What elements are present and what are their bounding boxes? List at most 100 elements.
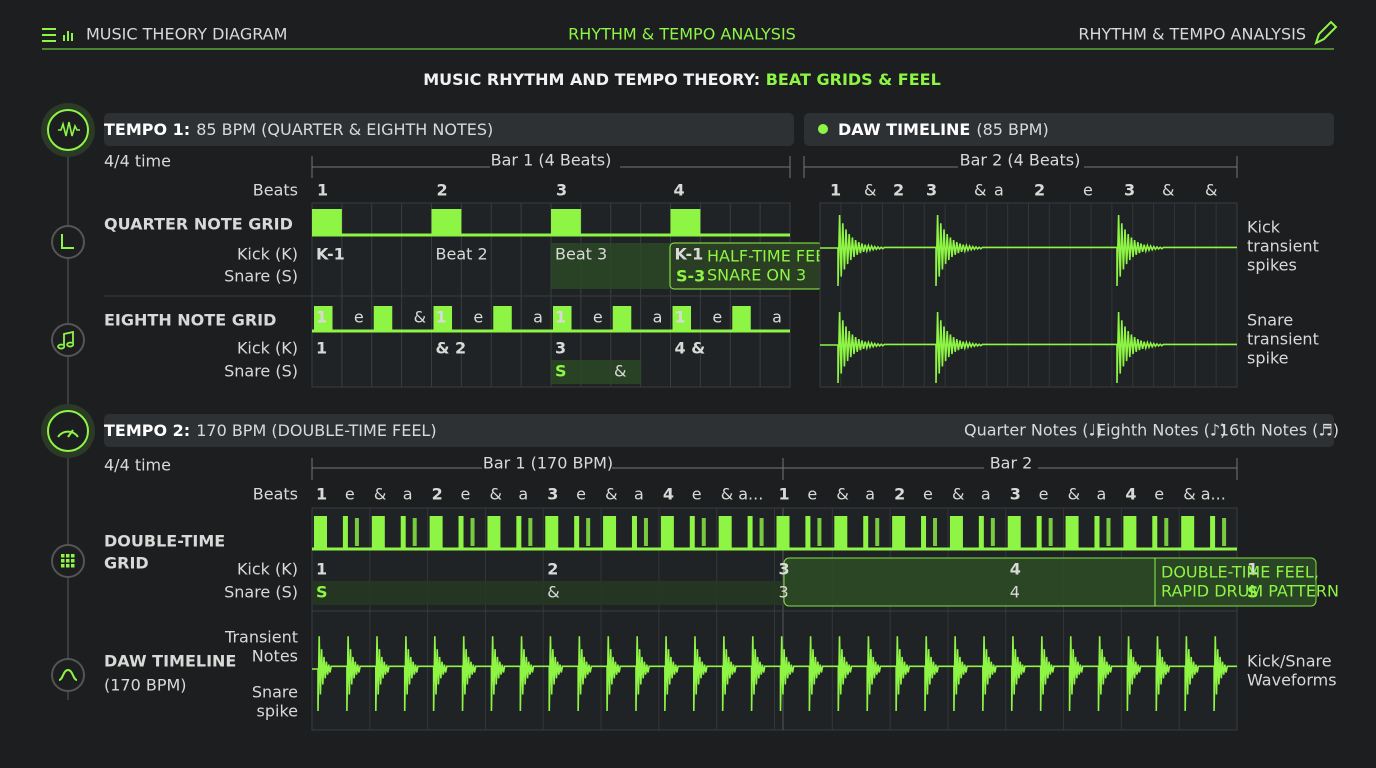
snare-label: & [614,362,626,381]
kick-label: Beat 3 [555,245,607,264]
annotation: spikes [1247,256,1297,275]
icon [51,225,85,259]
pulse [603,516,617,548]
kick-label: 4 & [675,339,706,358]
icon-glyph [66,554,70,558]
pulse [545,516,559,548]
pulse [759,518,764,546]
icon-glyph [58,121,80,137]
subdivision-label: a [772,308,782,327]
row-subtitle: (170 BPM) [104,676,187,695]
kick-label: 4 [1010,560,1021,579]
kick-label: 1 [316,339,327,358]
beat-label: 3 [547,485,558,504]
pulse [433,306,453,331]
pulse [342,516,348,548]
snare-label: 3 [779,583,789,602]
title: MUSIC RHYTHM AND TEMPO THEORY: BEAT GRID… [423,70,941,89]
pulse [1164,518,1169,546]
legend-item: Quarter Notes (♩) [964,421,1102,440]
beat-label: & a... [1183,485,1226,504]
row-title: DAW TIMELINE [104,652,236,671]
section-heading: 85 BPM (QUARTER & EIGHTH NOTES) [196,120,493,139]
title-highlight: BEAT GRIDS & FEEL [766,70,941,89]
pulse [470,518,475,546]
pulse [892,516,906,548]
kick-label: 1 [316,560,327,579]
pulse [574,516,580,548]
beat-label: & [952,485,964,504]
snare-label: S [1247,583,1259,602]
status-dot [818,124,828,134]
pulse [990,518,995,546]
callout [783,557,1317,607]
count-label: & [974,181,986,200]
beat-label: e [1154,485,1164,504]
snare-label: & [547,583,559,602]
icon-glyph [71,564,75,568]
row-label: Snare (S) [224,362,298,381]
beat-label: a [403,485,413,504]
waveform [312,636,1237,712]
beat-label: a [518,485,528,504]
row-title: DOUBLE-TIME [104,532,225,551]
subdivision-label: 1 [436,308,447,327]
subdivision-label: e [354,308,364,327]
section-title: TEMPO 2: 170 BPM (DOUBLE-TIME FEEL) [104,421,437,440]
beat-label: & [605,485,617,504]
header-right: RHYTHM & TEMPO ANALYSIS [1078,25,1306,44]
pulse [354,518,359,546]
bar-label: Bar 2 [990,454,1033,473]
bar-label: Bar 1 (170 BPM) [483,454,613,473]
pulse [1065,516,1079,548]
pulse [1036,516,1042,548]
icon [51,323,85,357]
annotation: Snare [1247,311,1293,330]
time-signature: 4/4 time [104,152,171,171]
bar-label-bg [958,152,1084,172]
beat-label: e [807,485,817,504]
pulse [978,516,984,548]
kick-label: Beat 2 [436,245,488,264]
section-title: TEMPO 1: 85 BPM (QUARTER & EIGHTH NOTES) [104,120,493,139]
pulse [412,518,417,546]
kick-label: & 2 [436,339,467,358]
annotation: Transient [224,628,298,647]
pulse [1094,516,1100,548]
pulse [660,516,674,548]
pulse [493,306,512,331]
pulse [373,306,393,331]
bar-label-bg [984,454,1038,474]
count-label: 2 [893,181,904,200]
beat-label: e [461,485,471,504]
beat-label: & [1068,485,1080,504]
section-header [804,113,1334,146]
beat-label: 1 [316,485,327,504]
annotation: Snare [252,683,298,702]
beat-label: & [489,485,501,504]
row-title: QUARTER NOTE GRID [104,215,293,234]
pulse [805,516,811,548]
pulse [371,516,385,548]
snare-label: S [555,362,567,381]
pulse [672,306,692,331]
pulse [516,516,522,548]
snare-label: S-3 [676,267,705,286]
subdivision-label: 1 [675,308,686,327]
beat-label: e [576,485,586,504]
annotation: transient [1247,237,1319,256]
count-label: e [1083,181,1093,200]
pulse [612,306,632,331]
callout-text: RAPID DRUM PATTERN [1161,582,1339,601]
pulse [949,516,963,548]
kick-label: 3 [555,339,566,358]
count-label: & [864,181,876,200]
beat-label: & a... [721,485,764,504]
edit-icon [1314,20,1338,45]
menu-icon [42,28,73,42]
icon-glyph [61,559,65,563]
snare-label: S [316,583,328,602]
annotation: spike [1247,349,1288,368]
beat-label: a [981,485,991,504]
count-label: 1 [830,181,841,200]
